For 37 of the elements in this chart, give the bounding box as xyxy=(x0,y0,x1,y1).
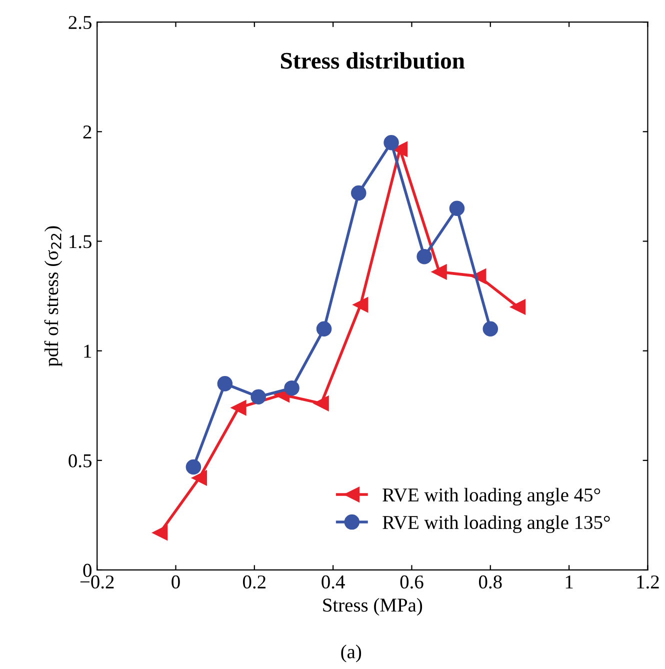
x-tick-label: −0.2 xyxy=(80,575,114,589)
text: Stress distribution xyxy=(281,52,465,69)
point xyxy=(316,321,332,337)
y-tick-label: 0.5 xyxy=(68,454,92,468)
point xyxy=(192,470,207,486)
point xyxy=(482,321,498,337)
y-tick-label: 2.5 xyxy=(68,16,92,30)
point xyxy=(350,185,366,201)
y-axis-title: pdf of stress (σ$_{22}$) xyxy=(44,226,62,366)
y-tick-label: 0 xyxy=(83,564,92,577)
x-axis-title: Stress (MPa) xyxy=(323,598,422,616)
point xyxy=(231,400,246,416)
y-tick-label: 2 xyxy=(83,126,92,138)
point xyxy=(186,459,202,475)
point xyxy=(416,248,432,264)
point xyxy=(250,389,266,404)
point xyxy=(284,380,300,396)
point xyxy=(152,525,168,540)
point xyxy=(510,299,526,315)
point xyxy=(384,134,399,150)
point xyxy=(217,376,233,392)
point xyxy=(432,264,447,280)
point xyxy=(314,396,329,412)
x-tick-label: 1 xyxy=(566,576,573,588)
y-tick-label: 1 xyxy=(84,344,92,358)
legend-label: RVE with loading angle 135° xyxy=(382,515,610,534)
x-tick-label: 0.4 xyxy=(322,575,345,589)
x-tick-label: 1.2 xyxy=(637,575,659,589)
x-tick-label: 0.6 xyxy=(400,575,424,589)
x-tick-label: 0.2 xyxy=(243,575,266,589)
x-tick-label: 0.8 xyxy=(478,575,502,589)
x-tick-label: 0 xyxy=(172,575,180,589)
text: (a) xyxy=(341,644,362,662)
point xyxy=(449,200,465,216)
legend-label: RVE with loading angle 45° xyxy=(382,488,600,506)
y-tick-label: 1.5 xyxy=(70,235,92,248)
point xyxy=(352,297,368,312)
